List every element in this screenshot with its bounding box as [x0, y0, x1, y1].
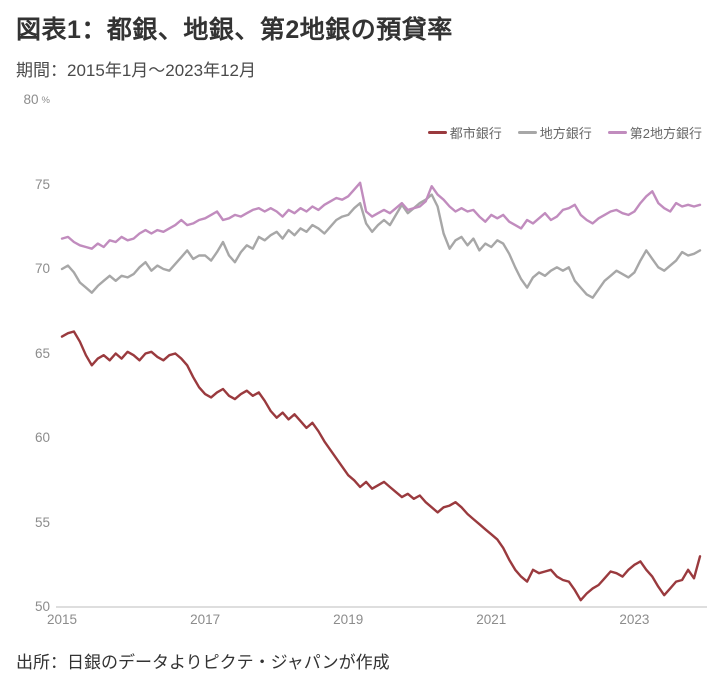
source-note: 出所：日銀のデータよりピクテ・ジャパンが作成: [16, 653, 390, 672]
legend-label-second-regional-banks: 第2地方銀行: [629, 126, 702, 141]
y-tick-label: 75: [34, 176, 50, 192]
legend-item-regional-banks: 地方銀行: [517, 123, 592, 142]
y-axis-unit: %: [41, 95, 50, 106]
x-tick-label: 2019: [333, 612, 364, 627]
y-tick-label: 65: [34, 345, 50, 361]
chart-legend: 都市銀行 地方銀行 第2地方銀行: [427, 123, 702, 142]
legend-item-second-regional-banks: 第2地方銀行: [607, 123, 702, 142]
x-tick-label: 2021: [476, 612, 507, 627]
legend-label-city-banks: 都市銀行: [449, 126, 502, 141]
page-title: 図表1：都銀、地銀、第2地銀の預貸率: [16, 16, 453, 44]
y-tick-label: 50: [34, 599, 50, 614]
y-tick-label: 80%: [23, 92, 50, 107]
y-tick-label: 70: [34, 261, 50, 276]
legend-label-regional-banks: 地方銀行: [539, 126, 592, 141]
x-tick-label: 2015: [46, 612, 78, 627]
period-label: 期間：2015年1月～2023年12月: [16, 61, 257, 80]
regional-banks-line-swatch-icon: [517, 131, 537, 134]
second-regional-banks-line-swatch-icon: [607, 131, 627, 134]
y-tick-label: 60: [34, 430, 50, 445]
legend-item-city-banks: 都市銀行: [427, 123, 502, 142]
x-tick-label: 2023: [619, 612, 650, 627]
y-tick-label: 55: [34, 514, 50, 530]
city-banks-line-swatch-icon: [427, 131, 447, 134]
x-tick-label: 2017: [190, 612, 221, 627]
